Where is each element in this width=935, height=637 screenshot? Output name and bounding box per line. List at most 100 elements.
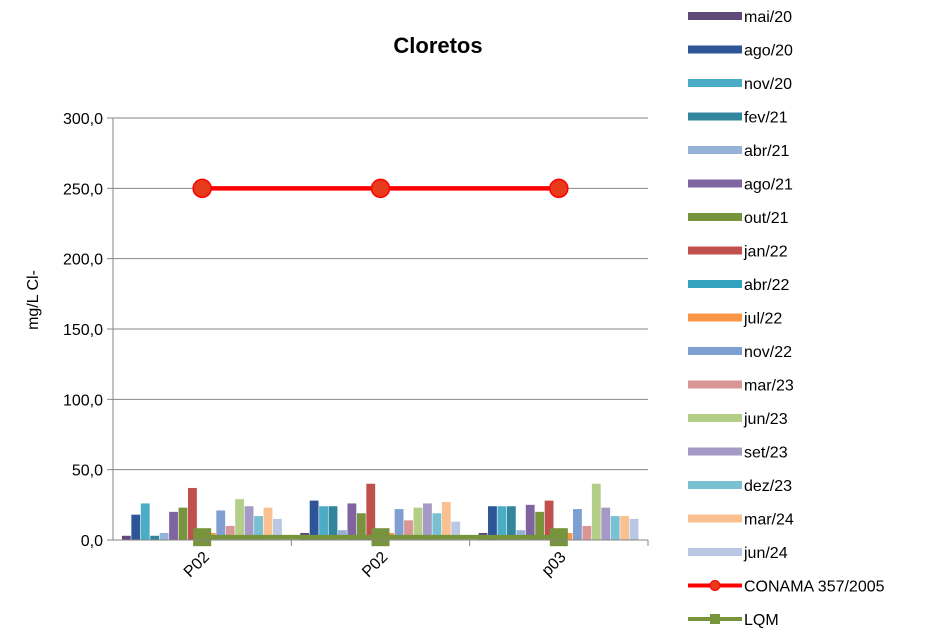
bar — [188, 487, 197, 540]
legend-item: mar/23 — [688, 378, 794, 395]
bar — [544, 500, 554, 540]
legend-label: jan/22 — [743, 244, 788, 261]
bar — [432, 513, 442, 540]
legend-label: nov/20 — [744, 76, 792, 93]
y-tick-label: 150,0 — [63, 322, 103, 339]
bar — [488, 506, 497, 540]
legend-label: fev/21 — [744, 110, 788, 127]
legend-label: jun/23 — [743, 411, 788, 428]
legend-swatch — [688, 45, 742, 54]
legend-label: CONAMA 357/2005 — [744, 579, 885, 596]
legend-item: jan/22 — [688, 244, 788, 261]
bar — [347, 503, 357, 540]
y-tick-label: 50,0 — [72, 463, 103, 480]
legend-swatch — [688, 447, 742, 456]
line-marker — [192, 178, 212, 199]
bar — [131, 514, 141, 540]
legend-swatch — [688, 347, 742, 355]
bar — [178, 507, 188, 540]
bar — [140, 503, 150, 540]
bar — [169, 511, 178, 540]
bar — [254, 516, 263, 540]
legend-label: jun/24 — [743, 545, 788, 562]
bar — [235, 499, 245, 540]
bar — [366, 483, 376, 540]
legend-label: out/21 — [744, 210, 789, 227]
bar — [582, 525, 592, 540]
line-marker — [370, 178, 391, 199]
legend-item: abr/22 — [688, 277, 789, 294]
y-tick-label: 300,0 — [63, 111, 103, 128]
legend-label: ago/20 — [744, 43, 793, 60]
bar — [620, 516, 630, 540]
y-tick-label: 0,0 — [81, 533, 103, 550]
y-tick-label: 250,0 — [63, 181, 103, 198]
gridlines — [113, 117, 648, 471]
legend-label: dez/23 — [744, 478, 792, 495]
line-marker — [371, 528, 390, 547]
legend-item: ago/20 — [688, 43, 793, 60]
legend-swatch — [688, 112, 742, 121]
legend-swatch — [688, 548, 742, 556]
legend-item: nov/20 — [688, 76, 792, 93]
bar — [356, 513, 366, 540]
x-tick-label: P02 — [359, 549, 391, 581]
bar — [572, 509, 582, 540]
legend-label: abr/21 — [744, 143, 789, 160]
bar — [422, 503, 432, 540]
bar — [441, 502, 451, 540]
bar — [451, 521, 461, 540]
bar — [309, 500, 319, 540]
legend-label: ago/21 — [744, 177, 793, 194]
legend-swatch — [688, 146, 742, 154]
x-axis-ticks: P02 P02 p03 — [181, 540, 649, 581]
bar — [629, 518, 639, 540]
legend-item: jul/22 — [688, 311, 782, 328]
legend-label: mar/24 — [744, 512, 794, 529]
legend-swatch — [688, 481, 742, 489]
y-axis-ticks: 0,0 50,0 100,0 150,0 200,0 250,0 300,0 — [63, 111, 113, 550]
legend-swatch — [688, 313, 742, 322]
legend-label: mai/20 — [744, 9, 792, 26]
legend-item: CONAMA 357/2005 — [688, 579, 885, 596]
legend-item: set/23 — [688, 445, 788, 462]
legend-label: LQM — [744, 612, 779, 629]
legend: mai/20 ago/20 nov/20 fev/21 abr/21 ago/21 out/… — [688, 9, 885, 629]
bar — [159, 532, 169, 540]
bar — [121, 535, 131, 540]
legend-item: jun/23 — [688, 411, 788, 428]
legend-label: nov/22 — [744, 344, 792, 361]
y-tick-label: 200,0 — [63, 252, 103, 269]
bar — [525, 504, 535, 540]
legend-swatch — [688, 246, 742, 255]
line-marker — [549, 528, 568, 547]
line-marker — [549, 178, 569, 199]
legend-item: LQM — [688, 612, 779, 629]
bar — [150, 535, 160, 540]
legend-swatch — [688, 12, 742, 20]
bar — [328, 506, 338, 540]
legend-item: nov/22 — [688, 344, 792, 361]
legend-marker — [710, 614, 720, 624]
bar — [497, 506, 507, 540]
bar — [535, 511, 545, 540]
bar — [601, 507, 611, 540]
legend-item: ago/21 — [688, 177, 793, 194]
x-tick-label: p03 — [539, 549, 570, 580]
bar — [394, 509, 404, 540]
line-series — [192, 178, 569, 547]
bar — [225, 525, 235, 540]
x-tick-label: P02 — [181, 549, 213, 581]
bar — [319, 506, 328, 540]
legend-swatch — [688, 514, 742, 523]
legend-swatch — [688, 280, 742, 288]
y-axis-label: mg/L Cl- — [25, 270, 42, 330]
legend-label: mar/23 — [744, 378, 794, 395]
bar — [404, 520, 413, 540]
legend-swatch — [688, 414, 742, 422]
chart-title: Cloretos — [393, 33, 482, 58]
bar — [272, 518, 282, 540]
bar — [591, 483, 601, 540]
legend-item: fev/21 — [688, 110, 788, 127]
